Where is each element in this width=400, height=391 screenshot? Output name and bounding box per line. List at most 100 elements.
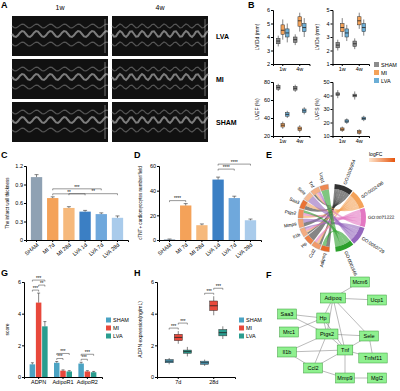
y-tick: 4 [18, 311, 24, 317]
node-label: Sele [363, 333, 374, 339]
error-bar [99, 213, 103, 214]
gene-arc [300, 227, 308, 237]
y-tick: 0 [20, 237, 26, 243]
significance: *** [36, 276, 42, 281]
significance: **** [223, 165, 230, 170]
node-label: Ccl2 [307, 365, 318, 371]
node-label: Adipoq [324, 295, 341, 301]
gene-arc [298, 219, 304, 228]
x-tick: MI 7d [41, 240, 55, 255]
bar [212, 180, 223, 240]
x-tick: 4w [356, 64, 363, 72]
panel-label: F [266, 270, 272, 280]
box [345, 29, 349, 37]
y-axis: 0204060 [150, 163, 160, 243]
error-bar [67, 207, 71, 208]
axis-line [27, 241, 129, 243]
echo-trace [112, 117, 208, 123]
panel: FMcm6AdipoqUcp1Saa3HpMrc1Ptgs2SeleIl1bTn… [266, 270, 387, 383]
x-tick: MI 28d [55, 240, 72, 257]
error-bar [184, 204, 188, 206]
image-background [12, 59, 108, 99]
x-tick: MI 7d [174, 240, 188, 255]
row-label: MI [216, 76, 224, 83]
y-tick: 0.6 [15, 200, 26, 206]
box [183, 350, 191, 353]
error-bar [92, 371, 95, 373]
echo-trace [112, 42, 208, 46]
panel-label: G [1, 268, 8, 278]
y-axis: 0246 [151, 279, 158, 380]
y-tick: 4 [151, 311, 157, 317]
box [302, 109, 306, 113]
tick-label: LVA 28d [101, 242, 120, 259]
image-background [12, 102, 108, 142]
scale-bar [105, 105, 106, 139]
node-label: Saa3 [281, 311, 294, 317]
x-tick: SHAM [24, 240, 40, 256]
y-label: cTNT+ cardiomyocytes number/field [138, 166, 143, 240]
tick-mark [331, 10, 333, 11]
error-bar [168, 239, 172, 240]
y-tick: 6 [267, 7, 273, 13]
median [353, 95, 357, 96]
tick-label: 4 [267, 34, 270, 40]
tick-mark [101, 240, 102, 242]
box [174, 334, 182, 340]
y-tick: 3 [267, 48, 273, 54]
node-label: Hp [319, 315, 326, 321]
y-tick: 20 [264, 133, 273, 139]
median [293, 39, 297, 40]
y-label: score [4, 323, 10, 335]
tick-label: 40 [264, 115, 270, 121]
tick-mark [271, 37, 273, 38]
median [285, 32, 289, 33]
axis-line [24, 167, 27, 241]
panel: C00.30.60.91.2SHAMMI 7dMI 28dLVA 1dLVA 7… [1, 150, 129, 259]
axis-line [331, 83, 334, 137]
tick-mark [185, 240, 186, 242]
tick-mark [271, 64, 273, 65]
gene-arc [319, 184, 328, 191]
axis-line [155, 283, 158, 378]
y-label: LVIDd (mm) [254, 23, 260, 50]
tick-label: 3 [326, 34, 329, 40]
x-axis: 7d28d [158, 377, 236, 385]
legend-swatch [374, 78, 379, 83]
subplot: 10203040501w4wLVFS (%) [314, 79, 370, 144]
tick-mark [201, 240, 202, 242]
legend-swatch [239, 326, 244, 331]
tick-mark [331, 24, 333, 25]
error-bar [115, 216, 119, 218]
echo-trace [112, 74, 208, 80]
box [276, 86, 280, 90]
tick-mark [24, 166, 26, 167]
error-bar [35, 175, 39, 177]
bar [42, 326, 48, 377]
tick-mark [271, 24, 273, 25]
gene-label: Il1b [292, 232, 301, 240]
term-arc [360, 208, 366, 227]
tick-label: 4w [296, 66, 303, 72]
tick-mark [117, 240, 118, 242]
significance: *** [57, 354, 63, 359]
box [293, 37, 297, 42]
tick-label: AdipoR2 [77, 379, 98, 385]
node [278, 347, 297, 357]
echo-trace [12, 31, 108, 37]
tick-mark [250, 240, 251, 242]
echo-image [12, 16, 108, 56]
median [340, 129, 344, 130]
significance: ** [40, 281, 44, 286]
node [368, 373, 387, 383]
gene-label: Ptgs2 [284, 209, 297, 216]
median [362, 27, 366, 28]
median [357, 131, 361, 132]
tick-mark [36, 240, 37, 242]
tick-label: 40 [150, 188, 156, 194]
error-bar [51, 197, 55, 198]
x-axis: 1w4w [333, 64, 370, 72]
tick-label: SHAM [157, 241, 173, 256]
axis-line [158, 378, 236, 380]
tick-mark [22, 282, 24, 283]
